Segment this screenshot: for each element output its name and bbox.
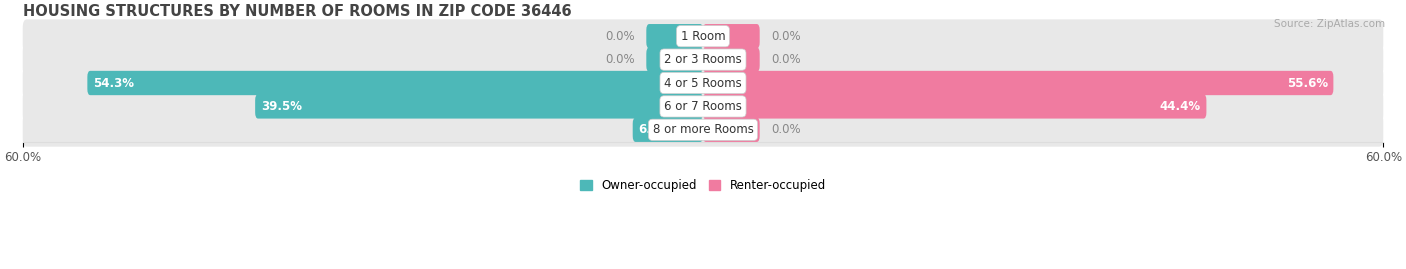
- Text: 44.4%: 44.4%: [1160, 100, 1201, 113]
- Text: 4 or 5 Rooms: 4 or 5 Rooms: [664, 76, 742, 90]
- Text: HOUSING STRUCTURES BY NUMBER OF ROOMS IN ZIP CODE 36446: HOUSING STRUCTURES BY NUMBER OF ROOMS IN…: [22, 4, 571, 19]
- FancyBboxPatch shape: [22, 66, 1384, 100]
- FancyBboxPatch shape: [703, 71, 1333, 95]
- Text: 1 Room: 1 Room: [681, 30, 725, 43]
- Text: 0.0%: 0.0%: [770, 123, 800, 136]
- FancyBboxPatch shape: [647, 24, 703, 48]
- FancyBboxPatch shape: [87, 71, 703, 95]
- Text: 0.0%: 0.0%: [606, 30, 636, 43]
- Text: 6.2%: 6.2%: [638, 123, 671, 136]
- FancyBboxPatch shape: [703, 94, 1206, 119]
- FancyBboxPatch shape: [22, 43, 1384, 76]
- Text: 8 or more Rooms: 8 or more Rooms: [652, 123, 754, 136]
- FancyBboxPatch shape: [22, 90, 1384, 123]
- Text: 54.3%: 54.3%: [93, 76, 134, 90]
- FancyBboxPatch shape: [703, 24, 759, 48]
- FancyBboxPatch shape: [647, 47, 703, 72]
- FancyBboxPatch shape: [254, 94, 703, 119]
- FancyBboxPatch shape: [22, 113, 1384, 147]
- Text: 2 or 3 Rooms: 2 or 3 Rooms: [664, 53, 742, 66]
- FancyBboxPatch shape: [703, 118, 759, 142]
- Text: 55.6%: 55.6%: [1286, 76, 1327, 90]
- Text: 0.0%: 0.0%: [606, 53, 636, 66]
- Text: 39.5%: 39.5%: [262, 100, 302, 113]
- FancyBboxPatch shape: [22, 19, 1384, 53]
- FancyBboxPatch shape: [633, 118, 703, 142]
- Legend: Owner-occupied, Renter-occupied: Owner-occupied, Renter-occupied: [575, 174, 831, 196]
- Text: 0.0%: 0.0%: [770, 30, 800, 43]
- Text: 0.0%: 0.0%: [770, 53, 800, 66]
- Text: Source: ZipAtlas.com: Source: ZipAtlas.com: [1274, 19, 1385, 29]
- Text: 6 or 7 Rooms: 6 or 7 Rooms: [664, 100, 742, 113]
- FancyBboxPatch shape: [703, 47, 759, 72]
